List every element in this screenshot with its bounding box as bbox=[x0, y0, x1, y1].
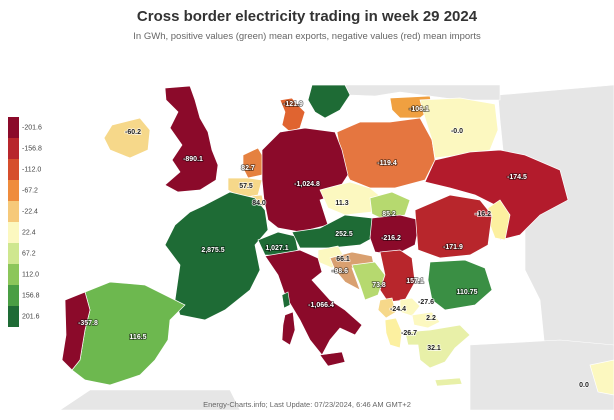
value-label-gb: -890.1 bbox=[183, 156, 203, 163]
footer-credit: Energy-Charts.info; Last Update: 07/23/2… bbox=[203, 400, 411, 409]
value-label-by: -0.0 bbox=[451, 128, 463, 135]
country-gr[interactable] bbox=[404, 324, 471, 369]
island-corsica[interactable] bbox=[281, 291, 291, 309]
value-label-be: 57.5 bbox=[239, 183, 253, 190]
legend-tick-label: -112.0 bbox=[22, 166, 42, 173]
legend-swatch bbox=[8, 159, 19, 180]
country-sk[interactable] bbox=[369, 191, 411, 221]
legend-tick-label: 22.4 bbox=[22, 229, 36, 236]
legend-swatch bbox=[8, 264, 19, 285]
country-tr[interactable] bbox=[589, 359, 614, 396]
country-ie[interactable] bbox=[103, 117, 151, 159]
country-xk[interactable] bbox=[399, 297, 421, 317]
country-me[interactable] bbox=[377, 297, 397, 319]
value-label-me: -24.4 bbox=[390, 306, 406, 313]
country-hr[interactable] bbox=[329, 251, 376, 291]
legend-tick-label: -22.4 bbox=[22, 208, 38, 215]
legend-tick-label: 112.0 bbox=[22, 271, 39, 278]
value-label-mk: 2.2 bbox=[426, 315, 436, 322]
country-ba[interactable] bbox=[351, 261, 386, 301]
legend-swatch bbox=[8, 243, 19, 264]
value-label-md: -16.2 bbox=[475, 211, 491, 218]
legend-tick-label: -67.2 bbox=[22, 187, 38, 194]
value-label-rs: 157.1 bbox=[406, 278, 424, 285]
legend-tick-label: 67.2 bbox=[22, 250, 36, 257]
country-no[interactable] bbox=[307, 84, 351, 119]
value-label-de: -1,024.8 bbox=[294, 181, 320, 188]
legend-swatch bbox=[8, 306, 19, 327]
legend-color-bar bbox=[8, 117, 19, 327]
country-ua[interactable] bbox=[424, 149, 569, 241]
country-bg[interactable] bbox=[427, 259, 493, 311]
value-label-ua: -174.5 bbox=[507, 174, 527, 181]
value-label-ch: 1,027.1 bbox=[265, 245, 288, 252]
value-label-dk: -121.9 bbox=[283, 101, 303, 108]
value-label-bg: 110.75 bbox=[456, 289, 477, 296]
value-label-at: 252.5 bbox=[335, 231, 353, 238]
legend-swatch bbox=[8, 285, 19, 306]
legend-swatch bbox=[8, 117, 19, 138]
value-label-nl: 82.7 bbox=[241, 165, 255, 172]
country-be[interactable] bbox=[227, 177, 263, 199]
country-mk[interactable] bbox=[411, 311, 441, 329]
country-de[interactable] bbox=[261, 127, 349, 233]
legend-tick-label: 201.6 bbox=[22, 313, 40, 320]
legend-tick-label: -156.8 bbox=[22, 145, 42, 152]
legend-swatch bbox=[8, 180, 19, 201]
land-se-neutral bbox=[469, 339, 614, 411]
value-label-gr: 32.1 bbox=[427, 345, 441, 352]
country-al[interactable] bbox=[384, 317, 403, 349]
island-sardinia[interactable] bbox=[281, 311, 296, 346]
country-fr[interactable] bbox=[164, 191, 269, 321]
island-crete[interactable] bbox=[434, 377, 463, 387]
country-dk[interactable] bbox=[279, 97, 306, 133]
value-label-pt: -357.8 bbox=[78, 320, 98, 327]
value-label-al: -26.7 bbox=[401, 330, 417, 337]
value-label-lt: -106.1 bbox=[409, 106, 429, 113]
legend-swatch bbox=[8, 201, 19, 222]
value-label-cz: 11.3 bbox=[335, 200, 348, 207]
legend-tick-label: 156.8 bbox=[22, 292, 40, 299]
country-pt[interactable] bbox=[61, 291, 91, 371]
country-ro[interactable] bbox=[414, 194, 493, 259]
legend-tick-label: -201.6 bbox=[22, 124, 42, 131]
value-label-si: 66.1 bbox=[336, 256, 350, 263]
value-label-fr: 2,875.5 bbox=[201, 247, 224, 254]
land-south-neutral bbox=[59, 389, 241, 411]
value-label-it: -1,066.4 bbox=[308, 302, 334, 309]
value-label-hr: -98.6 bbox=[332, 268, 348, 275]
legend-swatch bbox=[8, 138, 19, 159]
value-label-sk: 85.2 bbox=[382, 211, 396, 218]
value-label-ro: -171.9 bbox=[443, 244, 463, 251]
value-label-es: 116.5 bbox=[129, 334, 146, 341]
country-rs[interactable] bbox=[379, 249, 416, 303]
country-pl[interactable] bbox=[336, 117, 436, 189]
country-hu[interactable] bbox=[369, 214, 421, 256]
country-it[interactable] bbox=[264, 249, 363, 356]
island-sicily[interactable] bbox=[319, 351, 346, 367]
value-label-ie: -60.2 bbox=[125, 129, 141, 136]
value-label-pl: -119.4 bbox=[377, 160, 397, 167]
value-label-tr: 0.0 bbox=[579, 382, 589, 389]
country-gb[interactable] bbox=[164, 85, 219, 193]
value-label-ba: 73.8 bbox=[372, 282, 386, 289]
chart-title: Cross border electricity trading in week… bbox=[136, 8, 478, 25]
color-legend: -201.6 -156.8 -112.0 -67.2 -22.4 22.4 67.2 112.… bbox=[8, 117, 78, 327]
value-label-hu: -216.2 bbox=[381, 235, 401, 242]
value-label-lu: 84.0 bbox=[252, 200, 266, 207]
legend-swatch bbox=[8, 222, 19, 243]
chart-subtitle: In GWh, positive values (green) mean exp… bbox=[133, 31, 481, 42]
value-label-xk: -27.6 bbox=[418, 299, 434, 306]
